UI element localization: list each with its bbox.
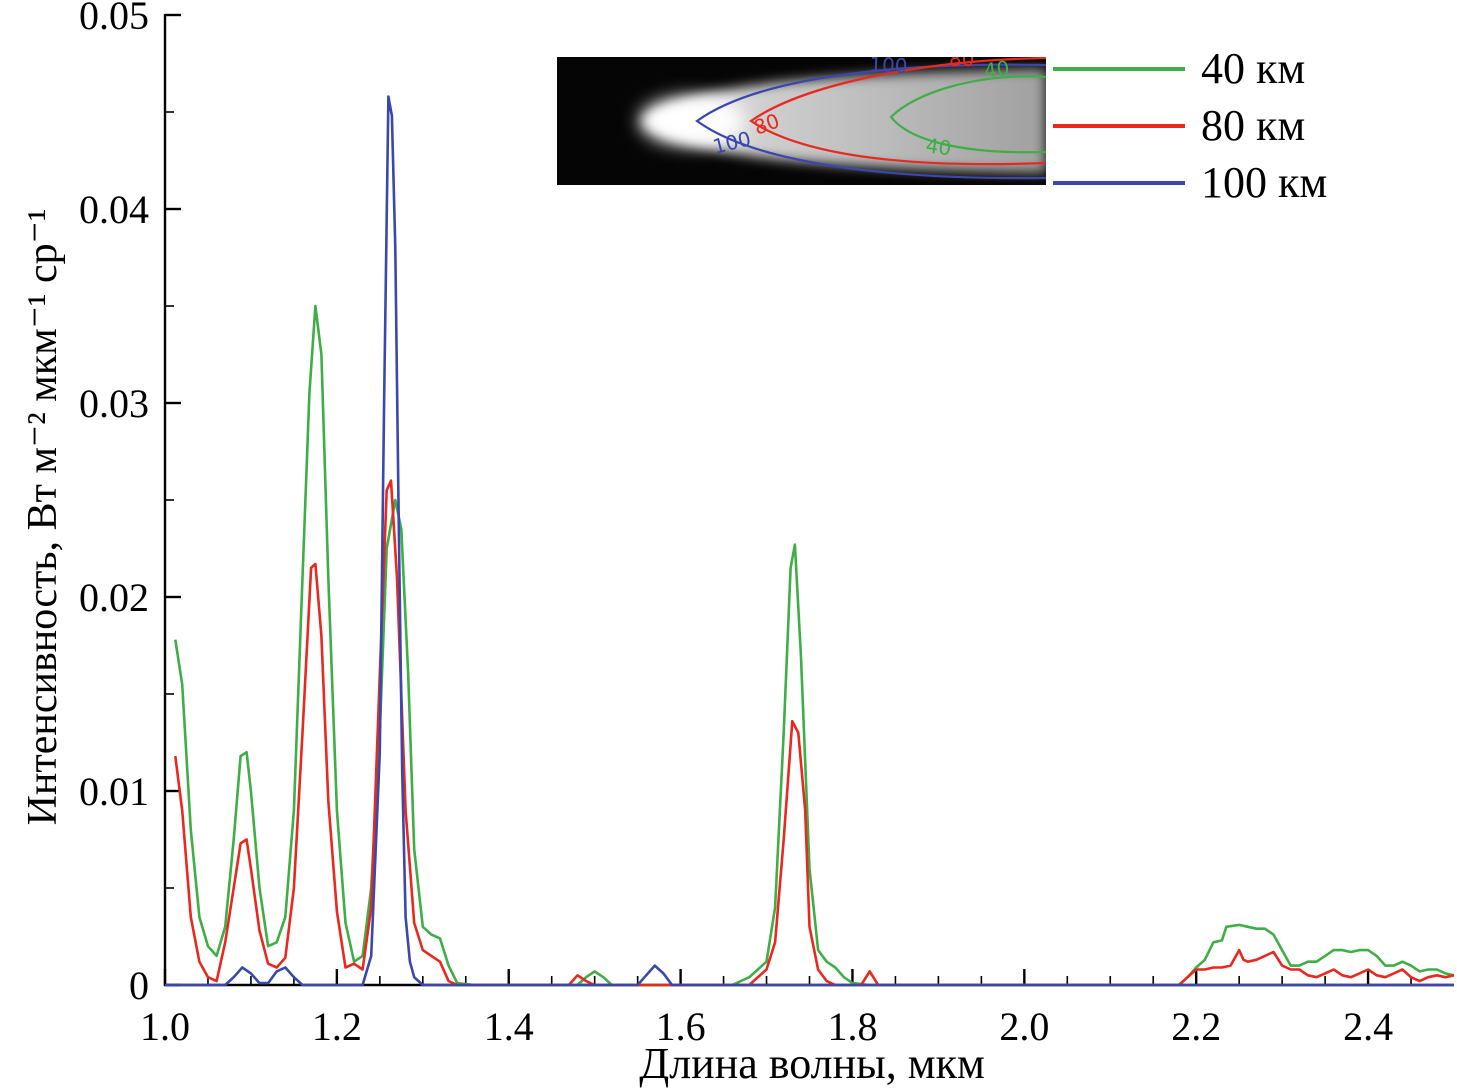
series-line-2 [165,95,1454,987]
legend-label-40km: 40 км [1201,43,1306,93]
contour-100km [695,63,1046,180]
series-line-0 [174,304,1455,987]
y-tick-label: 0.05 [79,0,149,38]
contour-label: 40 [982,57,1011,83]
x-tick-label: 1.2 [312,1004,362,1049]
legend-item-40km: 40 км [1053,40,1327,97]
x-axis-title: Длина волны, мкм [639,1039,985,1088]
y-tick-label: 0.03 [79,381,149,426]
contour-label: 80 [949,57,974,71]
contour-label: 100 [869,57,908,78]
contour-40km [889,75,1046,154]
y-tick-label: 0.04 [79,187,149,232]
limb-glow [642,69,1046,173]
y-tick-label: 0 [129,963,149,1008]
legend-line-80km [1053,123,1185,128]
y-tick-label: 0.02 [79,575,149,620]
legend-line-100km [1053,180,1185,185]
x-tick-label: 1.4 [484,1004,534,1049]
series-line-1 [174,479,1455,987]
x-tick-label: 2.4 [1343,1004,1393,1049]
y-tick-label: 0.01 [79,769,149,814]
legend-item-100km: 100 км [1053,154,1327,211]
contour-80km [749,57,1046,166]
legend-label-100km: 100 км [1201,157,1328,207]
legend-line-40km [1053,66,1185,71]
y-axis-title: Интенсивность, Вт м⁻² мкм⁻¹ ср⁻¹ [20,208,66,826]
legend: 40 км 80 км 100 км [1053,40,1327,211]
x-tick-label: 1.0 [140,1004,190,1049]
x-tick-label: 1.6 [656,1004,706,1049]
x-tick-label: 2.2 [1171,1004,1221,1049]
legend-label-80km: 80 км [1201,100,1306,150]
x-tick-label: 1.8 [827,1004,877,1049]
contour-label: 40 [924,133,953,160]
legend-item-80km: 80 км [1053,97,1327,154]
x-tick-label: 2.0 [999,1004,1049,1049]
